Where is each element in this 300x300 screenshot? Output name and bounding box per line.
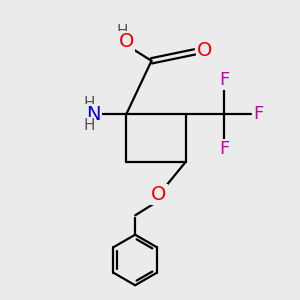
Text: O: O (118, 32, 134, 51)
Text: N: N (86, 105, 101, 124)
Text: F: F (254, 105, 264, 123)
Text: O: O (151, 185, 166, 204)
Text: O: O (197, 41, 213, 60)
Text: H: H (116, 24, 128, 39)
Text: F: F (219, 140, 230, 158)
Text: H: H (83, 118, 95, 133)
Text: F: F (219, 71, 230, 89)
Text: H: H (83, 95, 95, 110)
